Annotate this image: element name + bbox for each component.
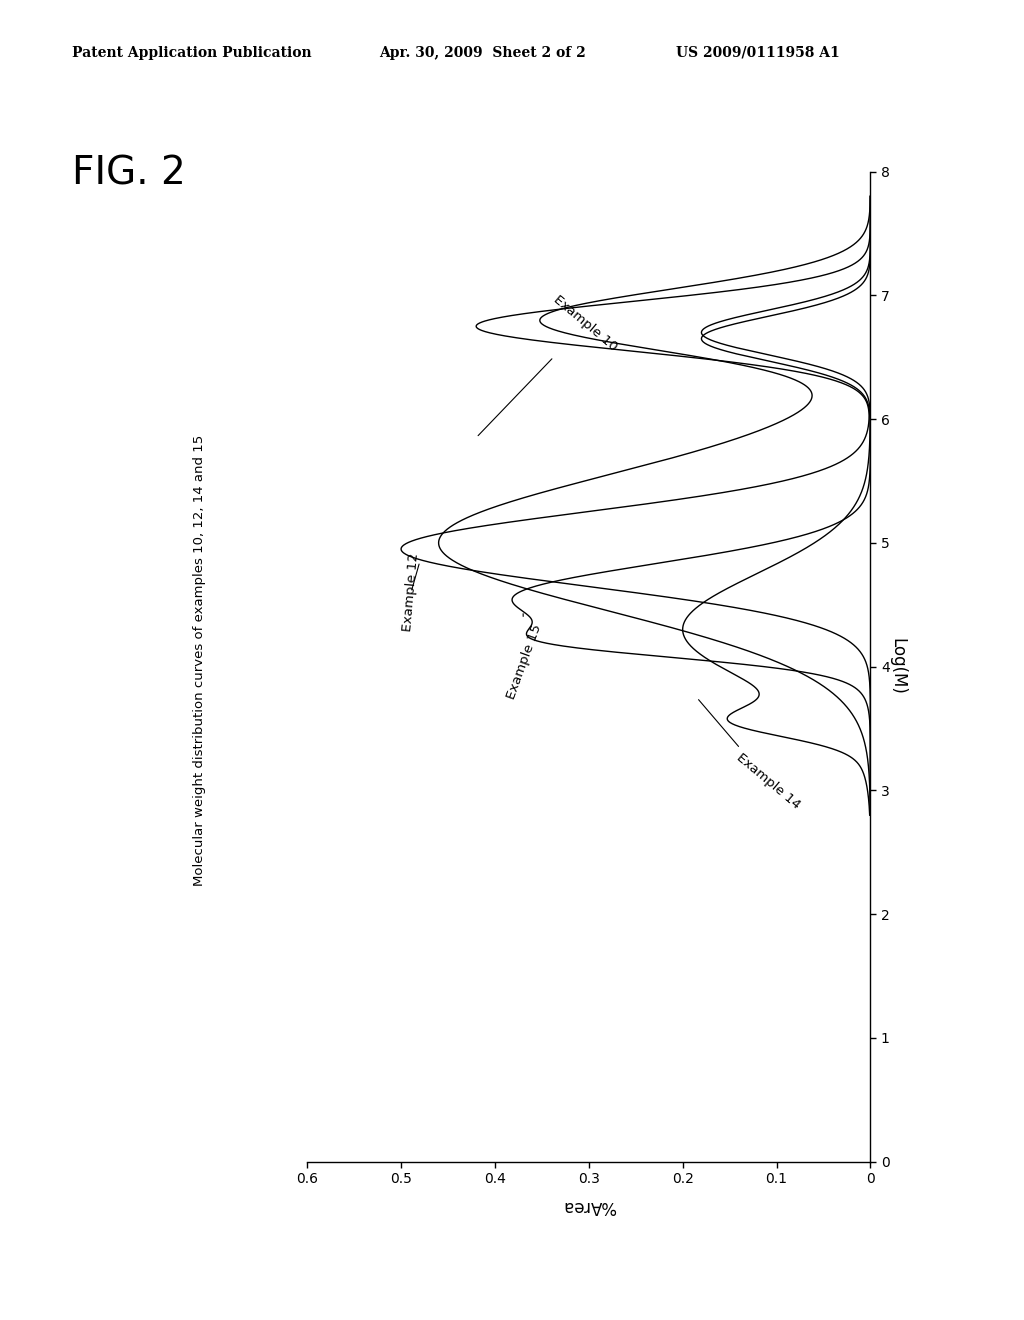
Text: Example 14: Example 14 xyxy=(698,700,803,812)
Text: Molecular weight distribution curves of examples 10, 12, 14 and 15: Molecular weight distribution curves of … xyxy=(194,434,206,886)
Text: US 2009/0111958 A1: US 2009/0111958 A1 xyxy=(676,46,840,59)
Text: Patent Application Publication: Patent Application Publication xyxy=(72,46,311,59)
Text: Apr. 30, 2009  Sheet 2 of 2: Apr. 30, 2009 Sheet 2 of 2 xyxy=(379,46,586,59)
Y-axis label: Log(M): Log(M) xyxy=(889,638,906,696)
Text: FIG. 2: FIG. 2 xyxy=(72,154,185,193)
Text: Example 12: Example 12 xyxy=(401,553,421,632)
Text: Example 15: Example 15 xyxy=(505,614,544,701)
Text: Example 10: Example 10 xyxy=(478,293,620,436)
X-axis label: %Area: %Area xyxy=(562,1197,615,1216)
